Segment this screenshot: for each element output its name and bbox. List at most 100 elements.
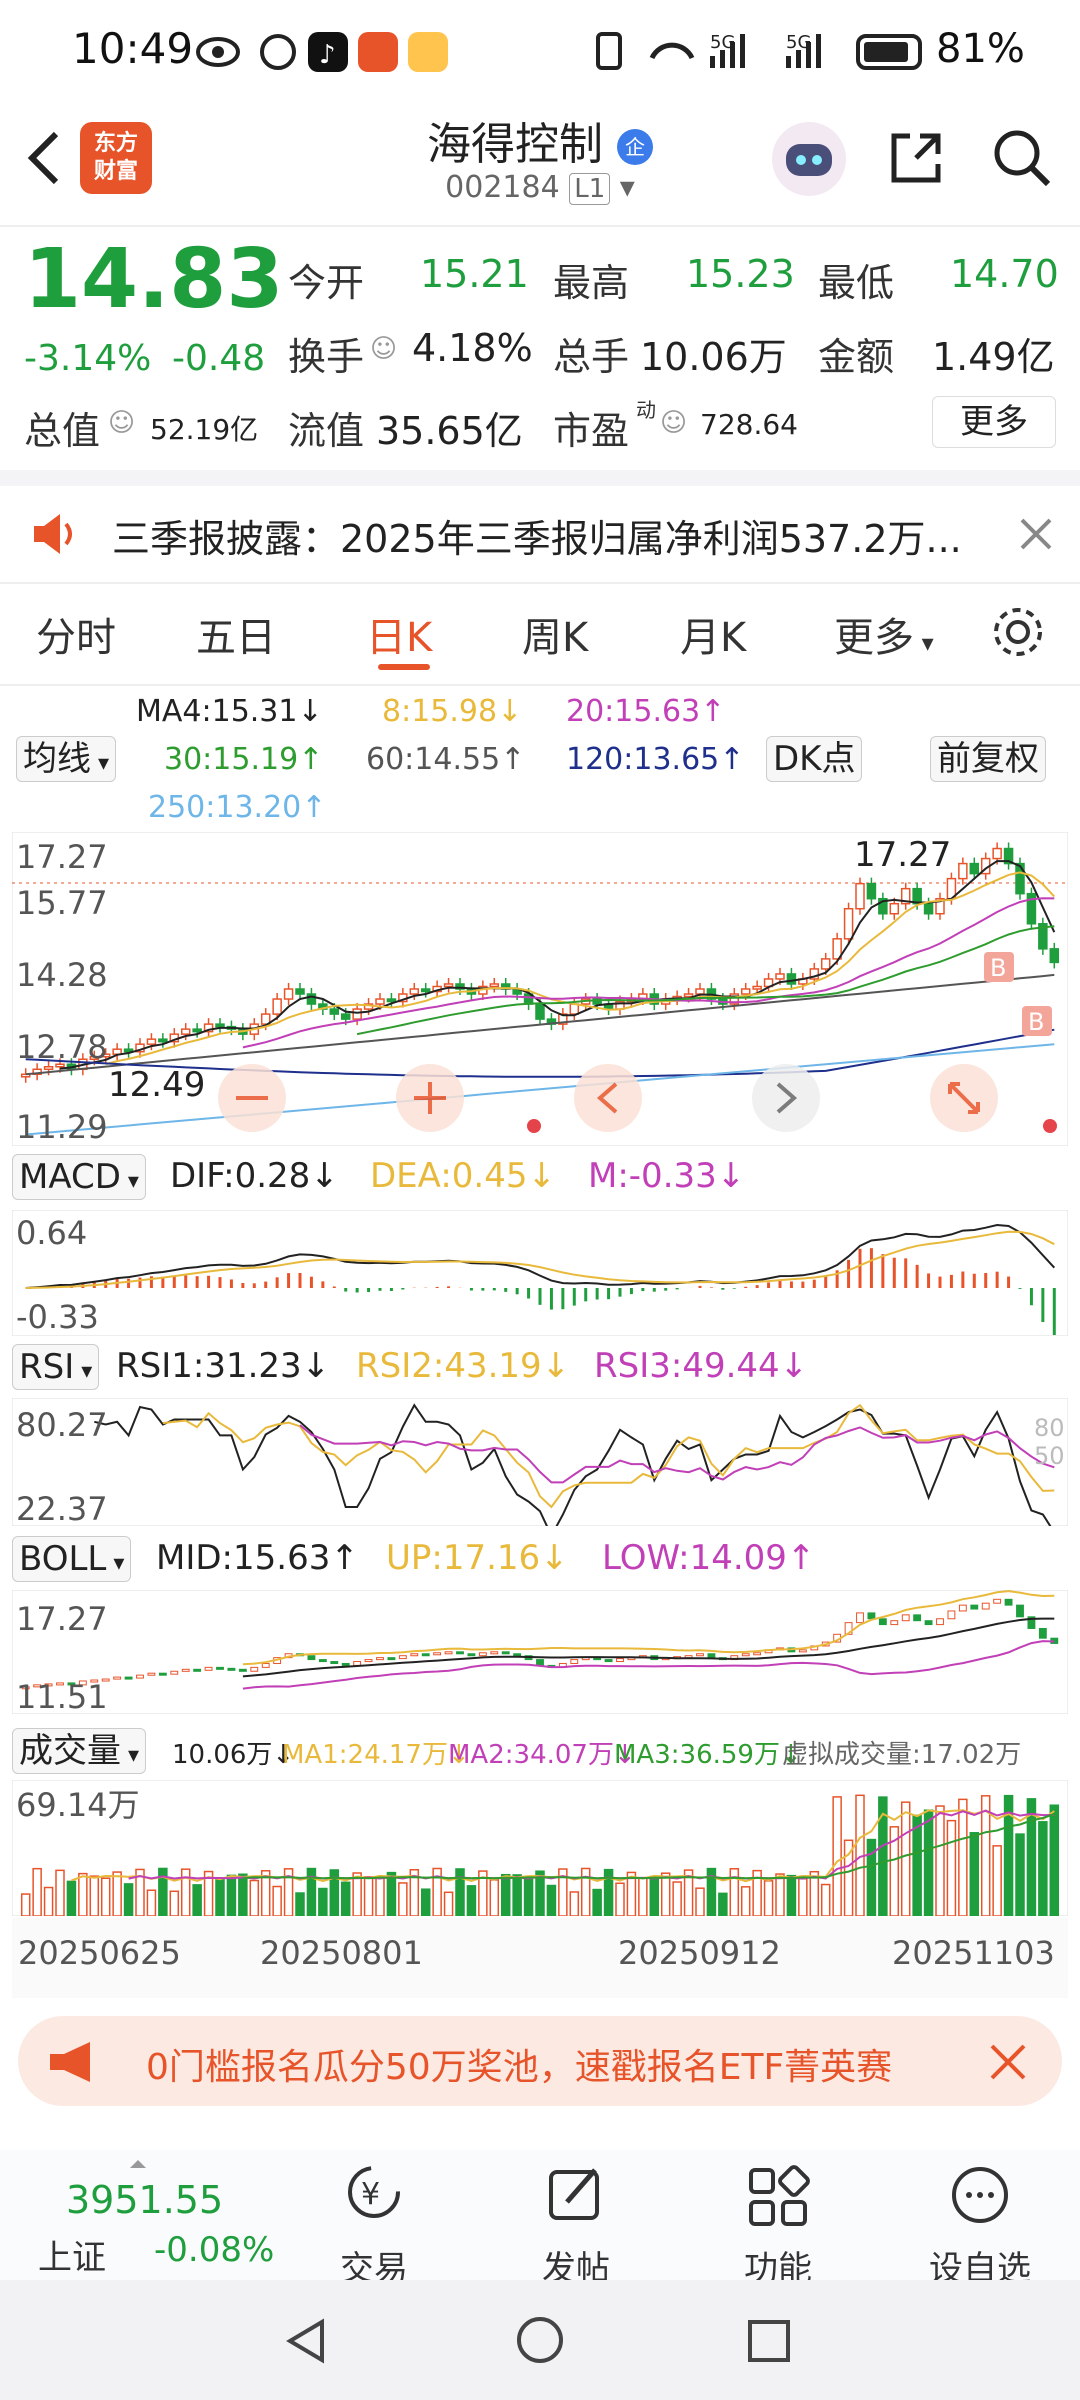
date-axis: 20250625 20250801 20250912 20251103 <box>12 1918 1068 1998</box>
boll-candle <box>1016 1604 1024 1618</box>
rsi-chart[interactable]: 80.27 22.37 80 50 <box>12 1398 1068 1526</box>
announcement-bar[interactable]: 三季报披露：2025年三季报归属净利润537.2万... <box>0 486 1080 582</box>
candle <box>283 988 294 1000</box>
candle <box>969 862 980 875</box>
price-adjust-button[interactable]: 前复权 <box>930 736 1046 782</box>
gear-icon[interactable] <box>990 604 1046 660</box>
tab-five-day[interactable]: 五日 <box>196 615 276 661</box>
date-label: 20251103 <box>892 1934 1055 1972</box>
dk-point-button[interactable]: DK点 <box>766 736 863 782</box>
amount-label: 金额 <box>818 335 895 379</box>
b-marker[interactable] <box>984 952 1014 982</box>
pe-value: 728.64 <box>700 408 798 441</box>
candle <box>158 1038 168 1043</box>
nav-back-icon[interactable] <box>282 2316 332 2366</box>
candle <box>558 1013 568 1025</box>
edit-icon <box>549 2168 599 2220</box>
candle <box>455 983 465 990</box>
promo-banner[interactable]: 0门槛报名瓜分50万奖池，速戳报名ETF菁英赛 <box>18 2016 1062 2106</box>
assistant-avatar[interactable] <box>772 122 846 196</box>
b-marker[interactable] <box>1022 1006 1052 1036</box>
rsi-selector[interactable]: RSI ▾ <box>12 1344 100 1390</box>
volume-bar <box>626 1871 637 1916</box>
tab-more[interactable]: 更多 ▾ <box>834 615 934 661</box>
price-axis-min: 11.29 <box>16 1108 108 1146</box>
back-arrow-icon[interactable] <box>24 128 64 188</box>
boll-candle <box>33 1684 42 1688</box>
add-watchlist-button[interactable]: 设自选 <box>910 2150 1050 2290</box>
volume-bar <box>740 1886 751 1916</box>
nav-home-icon[interactable] <box>514 2314 566 2366</box>
volume-bar <box>20 1893 31 1916</box>
candle <box>900 887 911 905</box>
mktcap-label: 总值 <box>24 409 101 453</box>
candle <box>43 1066 54 1071</box>
volume-bar <box>775 1873 785 1916</box>
volume-label: 总手 <box>553 335 630 379</box>
boll-candle <box>410 1653 419 1657</box>
stock-code[interactable]: 002184 L1 ▾ <box>445 170 635 205</box>
boll-selector[interactable]: BOLL ▾ <box>12 1536 132 1582</box>
battery-level: 81% <box>936 26 1025 72</box>
volume-bar <box>935 1805 945 1916</box>
boll-candle <box>44 1683 53 1687</box>
amount-value: 1.49亿 <box>932 335 1055 379</box>
candle <box>820 958 831 970</box>
close-icon[interactable] <box>1018 516 1054 552</box>
candle <box>295 988 305 995</box>
more-button[interactable]: 更多 <box>932 396 1056 448</box>
candle <box>420 988 431 993</box>
macd-selector[interactable]: MACD ▾ <box>12 1154 146 1200</box>
candlestick-chart[interactable]: 17.27 15.77 14.28 12.78 11.29 17.27 12.4… <box>12 832 1068 1146</box>
close-icon[interactable] <box>988 2042 1028 2082</box>
macd-dea: DEA:0.45↓ <box>370 1156 556 1196</box>
boll-candle <box>696 1653 704 1657</box>
post-button[interactable]: 发帖 <box>506 2150 646 2290</box>
info-icon[interactable]: ☺ <box>108 408 136 438</box>
trade-button[interactable]: ¥ 交易 <box>304 2150 444 2290</box>
volume-bar <box>260 1870 271 1916</box>
boll-candle <box>341 1662 350 1666</box>
function-button[interactable]: 功能 <box>708 2150 848 2290</box>
volume-chart[interactable]: 69.14万 <box>12 1780 1068 1916</box>
volume-bar <box>695 1887 705 1916</box>
boll-candle <box>433 1652 442 1656</box>
boll-candle <box>741 1653 750 1657</box>
share-icon[interactable] <box>886 128 946 188</box>
tab-intraday[interactable]: 分时 <box>36 615 116 661</box>
expand-arrow-icon[interactable] <box>130 2158 146 2168</box>
boll-candle <box>570 1659 579 1664</box>
candle <box>1049 948 1060 964</box>
svg-text:♪: ♪ <box>319 40 336 70</box>
candle <box>592 998 602 1005</box>
ma4-value: MA4:15.31↓ <box>136 694 323 729</box>
volume-bar <box>249 1879 260 1916</box>
boll-candle <box>444 1651 453 1655</box>
rsi-level-80: 80 <box>1034 1414 1065 1442</box>
macd-dif: DIF:0.28↓ <box>170 1156 339 1196</box>
boll-candle <box>913 1614 922 1622</box>
search-icon[interactable] <box>990 126 1054 190</box>
boll-candle <box>136 1674 144 1679</box>
macd-chart[interactable]: 0.64 -0.33 <box>12 1210 1068 1336</box>
index-value[interactable]: 3951.55 <box>66 2178 224 2222</box>
volume-selector[interactable]: 成交量 ▾ <box>12 1728 147 1774</box>
volume-bar <box>912 1814 922 1916</box>
ma60-line <box>25 973 1055 1076</box>
volume-bar <box>340 1881 351 1916</box>
boll-candle <box>387 1657 396 1661</box>
open-label: 今开 <box>288 261 365 305</box>
tab-daily-k[interactable]: 日K <box>366 615 433 661</box>
current-price: 14.83 <box>24 232 284 327</box>
tab-monthly-k[interactable]: 月K <box>680 615 747 661</box>
ma20-value: 20:15.63↑ <box>566 694 726 729</box>
info-icon[interactable]: ☺ <box>660 408 688 438</box>
tab-weekly-k[interactable]: 周K <box>522 615 589 661</box>
info-icon[interactable]: ☺ <box>370 334 398 364</box>
boll-candle <box>364 1659 373 1663</box>
enterprise-badge: 企 <box>617 129 653 165</box>
boll-chart[interactable]: 17.27 11.51 <box>12 1590 1068 1714</box>
nav-recents-icon[interactable] <box>744 2316 794 2366</box>
ma-selector[interactable]: 均线 ▾ <box>16 736 117 782</box>
rsi3-line <box>299 1424 1055 1484</box>
